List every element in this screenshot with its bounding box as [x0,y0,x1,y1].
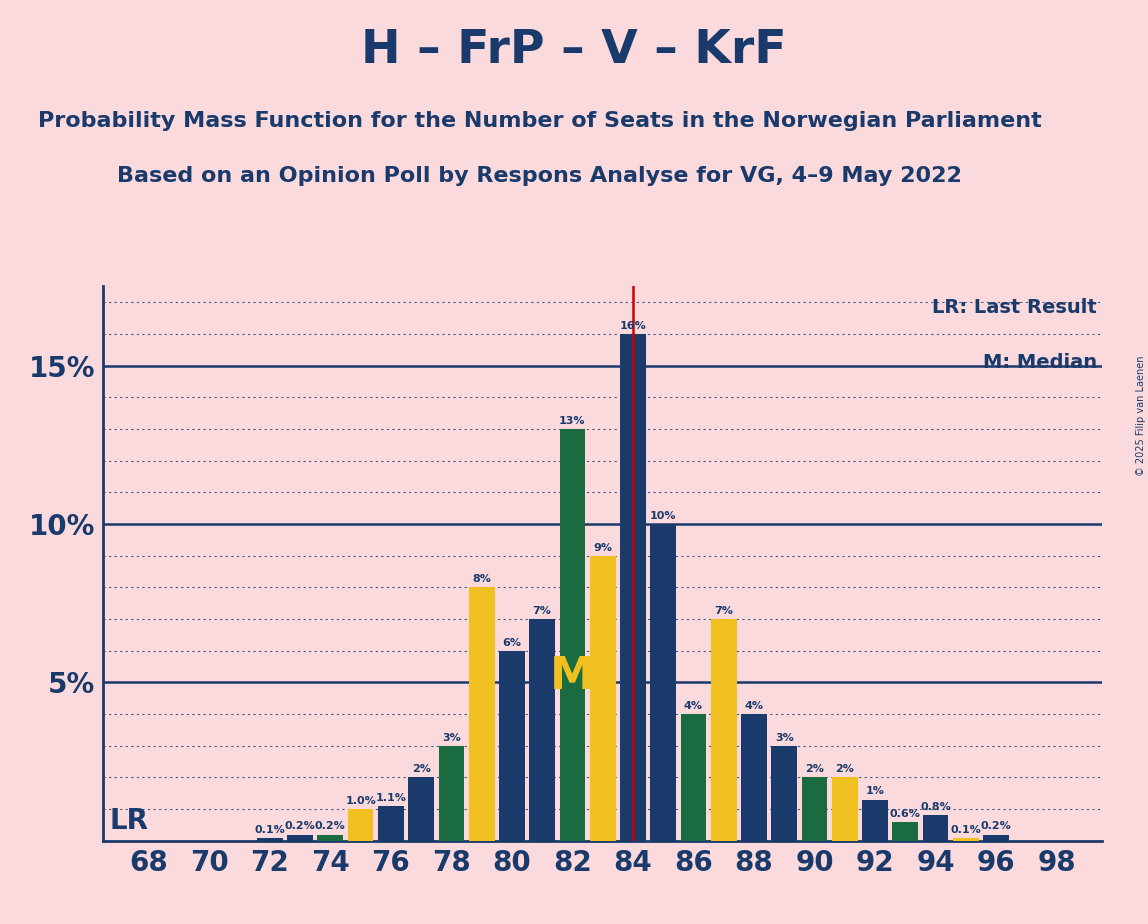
Bar [287,834,313,841]
Text: 7%: 7% [533,606,551,616]
Text: 16%: 16% [620,321,646,331]
Bar [409,777,434,841]
Text: 2%: 2% [412,764,430,774]
Bar [620,334,646,841]
Text: M: M [550,655,595,699]
Text: 1.1%: 1.1% [375,793,406,803]
Text: M: Median: M: Median [983,353,1097,372]
Text: H – FrP – V – KrF: H – FrP – V – KrF [362,28,786,73]
Text: 1%: 1% [866,786,884,796]
Bar [499,650,525,841]
Text: 0.2%: 0.2% [285,821,316,832]
Text: 0.8%: 0.8% [921,802,951,812]
Bar [559,429,585,841]
Text: LR: LR [109,807,148,834]
Bar [801,777,828,841]
Bar [984,834,1009,841]
Text: Based on an Opinion Poll by Respons Analyse for VG, 4–9 May 2022: Based on an Opinion Poll by Respons Anal… [117,166,962,187]
Text: 2%: 2% [836,764,854,774]
Text: 7%: 7% [714,606,734,616]
Text: 0.1%: 0.1% [255,824,285,834]
Bar [651,524,676,841]
Text: 8%: 8% [472,574,491,584]
Text: 4%: 4% [745,701,763,711]
Bar [257,838,282,841]
Text: 10%: 10% [650,511,676,521]
Text: © 2025 Filip van Laenen: © 2025 Filip van Laenen [1135,356,1146,476]
Bar [318,834,343,841]
Text: 4%: 4% [684,701,703,711]
Bar [711,619,737,841]
Bar [832,777,858,841]
Bar [953,838,979,841]
Bar [862,799,887,841]
Bar [923,816,948,841]
Bar [378,806,404,841]
Bar [742,714,767,841]
Text: 0.1%: 0.1% [951,824,982,834]
Text: Probability Mass Function for the Number of Seats in the Norwegian Parliament: Probability Mass Function for the Number… [38,111,1041,131]
Text: 9%: 9% [594,542,612,553]
Text: 0.2%: 0.2% [980,821,1011,832]
Bar [892,821,918,841]
Text: 6%: 6% [503,638,521,648]
Text: LR: Last Result: LR: Last Result [932,298,1097,317]
Bar [681,714,706,841]
Text: 3%: 3% [442,733,460,743]
Text: 2%: 2% [805,764,824,774]
Text: 13%: 13% [559,416,585,426]
Text: 0.6%: 0.6% [890,808,921,819]
Text: 0.2%: 0.2% [315,821,346,832]
Bar [468,588,495,841]
Text: 3%: 3% [775,733,793,743]
Bar [771,746,797,841]
Bar [439,746,464,841]
Text: 1.0%: 1.0% [346,796,375,806]
Bar [529,619,554,841]
Bar [590,555,615,841]
Bar [348,809,373,841]
